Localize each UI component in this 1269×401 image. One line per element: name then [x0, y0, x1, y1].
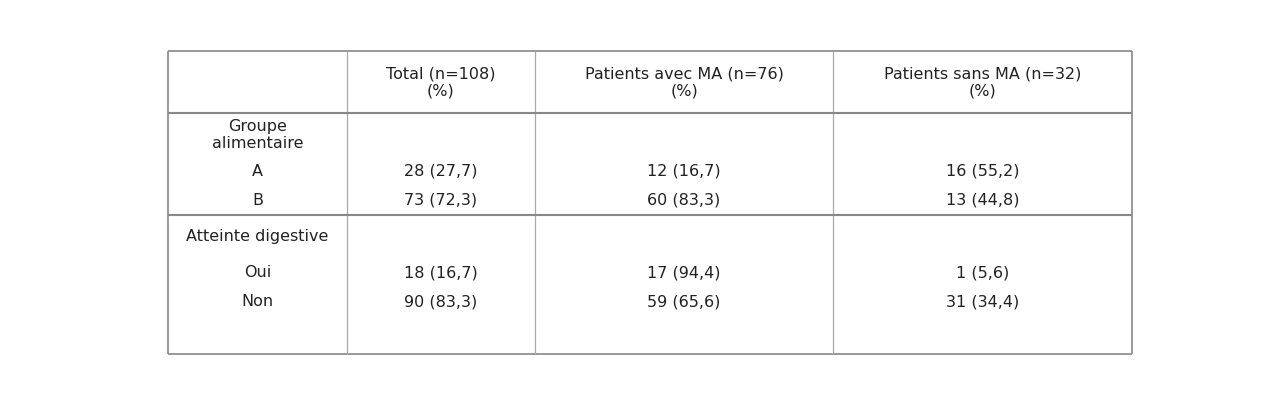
Text: Total (n=108)
(%): Total (n=108) (%)	[386, 66, 495, 98]
Text: Oui: Oui	[244, 265, 272, 280]
Text: 13 (44,8): 13 (44,8)	[947, 193, 1019, 208]
Text: Atteinte digestive: Atteinte digestive	[187, 229, 329, 244]
Text: 31 (34,4): 31 (34,4)	[947, 294, 1019, 309]
Text: 17 (94,4): 17 (94,4)	[647, 265, 721, 280]
Text: 59 (65,6): 59 (65,6)	[647, 294, 721, 309]
Text: 60 (83,3): 60 (83,3)	[647, 193, 721, 208]
Text: Groupe
alimentaire: Groupe alimentaire	[212, 119, 303, 152]
Text: 90 (83,3): 90 (83,3)	[404, 294, 477, 309]
Text: A: A	[253, 164, 263, 179]
Text: Patients sans MA (n=32)
(%): Patients sans MA (n=32) (%)	[884, 66, 1081, 98]
Text: B: B	[253, 193, 263, 208]
Text: 28 (27,7): 28 (27,7)	[404, 164, 477, 179]
Text: 16 (55,2): 16 (55,2)	[947, 164, 1019, 179]
Text: 73 (72,3): 73 (72,3)	[404, 193, 477, 208]
Text: Non: Non	[241, 294, 274, 309]
Text: 18 (16,7): 18 (16,7)	[404, 265, 477, 280]
Text: 12 (16,7): 12 (16,7)	[647, 164, 721, 179]
Text: 1 (5,6): 1 (5,6)	[957, 265, 1010, 280]
Text: Patients avec MA (n=76)
(%): Patients avec MA (n=76) (%)	[585, 66, 783, 98]
